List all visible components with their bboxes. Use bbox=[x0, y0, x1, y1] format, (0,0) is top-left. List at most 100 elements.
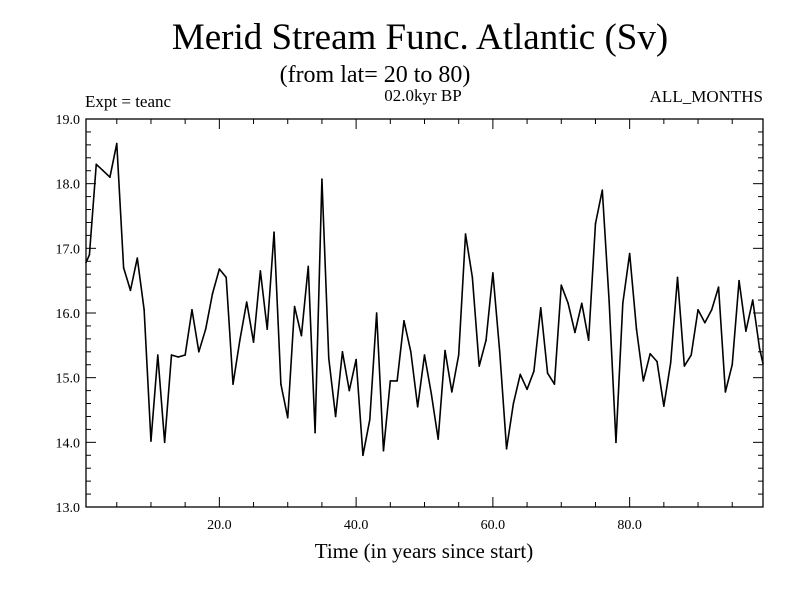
data-point bbox=[321, 178, 323, 180]
data-point bbox=[594, 222, 597, 225]
data-point bbox=[567, 302, 569, 305]
data-point bbox=[95, 163, 98, 166]
data-point bbox=[492, 272, 494, 274]
y-tick-label: 16.0 bbox=[56, 307, 81, 322]
y-tick-label: 13.0 bbox=[56, 501, 81, 516]
data-point bbox=[444, 349, 446, 352]
data-point bbox=[368, 418, 371, 421]
data-point bbox=[314, 431, 316, 434]
data-point bbox=[403, 319, 405, 322]
chart-title: Merid Stream Func. Atlantic (Sv) bbox=[172, 17, 668, 58]
series-line bbox=[85, 142, 764, 457]
data-point bbox=[102, 169, 104, 172]
data-point bbox=[498, 351, 501, 353]
data-point bbox=[129, 289, 132, 292]
data-point bbox=[656, 360, 658, 363]
data-point bbox=[136, 257, 139, 259]
data-point bbox=[232, 383, 234, 385]
data-point bbox=[259, 270, 262, 272]
data-point bbox=[334, 415, 337, 418]
x-tick-label: 80.0 bbox=[617, 518, 642, 533]
data-point bbox=[252, 341, 255, 343]
plot-frame bbox=[85, 118, 764, 508]
data-point bbox=[163, 441, 166, 444]
data-point bbox=[430, 393, 433, 395]
data-point bbox=[526, 388, 528, 391]
months-label: ALL_MONTHS bbox=[650, 87, 763, 106]
x-tick-label: 40.0 bbox=[344, 518, 369, 533]
data-point bbox=[512, 402, 515, 405]
data-point bbox=[546, 372, 549, 374]
data-point bbox=[717, 286, 720, 288]
data-point bbox=[115, 142, 118, 145]
data-point bbox=[731, 363, 734, 366]
data-point bbox=[649, 352, 651, 355]
data-point bbox=[615, 441, 617, 444]
data-point bbox=[375, 312, 378, 314]
x-tick-label: 20.0 bbox=[207, 518, 232, 533]
data-point bbox=[239, 339, 241, 341]
data-point bbox=[416, 405, 419, 408]
data-point bbox=[355, 358, 357, 361]
y-tick-label: 15.0 bbox=[56, 372, 81, 387]
data-point bbox=[170, 354, 173, 356]
axes: 13.0 14.0 15.0 16.0 17.0 18.0 19.0 20.0 40.0 60.0… bbox=[56, 113, 763, 533]
data-point bbox=[307, 265, 310, 268]
data-point bbox=[697, 308, 699, 311]
data-point bbox=[327, 357, 330, 360]
data-point bbox=[341, 351, 344, 353]
data-point bbox=[622, 302, 624, 305]
data-point bbox=[300, 334, 303, 337]
data-point bbox=[122, 266, 125, 269]
data-point bbox=[560, 284, 563, 286]
data-point bbox=[738, 279, 740, 282]
data-point bbox=[539, 307, 542, 309]
data-point bbox=[574, 331, 576, 334]
x-tick-label: 60.0 bbox=[481, 518, 506, 533]
data-point bbox=[587, 339, 590, 341]
data-point bbox=[533, 370, 535, 373]
data-point bbox=[519, 373, 522, 376]
data-point bbox=[150, 440, 152, 442]
data-point bbox=[396, 380, 398, 382]
data-point bbox=[710, 308, 713, 311]
data-point bbox=[676, 276, 679, 279]
period-label: 02.0kyr BP bbox=[384, 86, 461, 105]
x-axis-label: Time (in years since start) bbox=[315, 539, 534, 563]
data-point bbox=[266, 328, 269, 330]
data-point bbox=[204, 328, 207, 330]
data-point bbox=[669, 361, 672, 364]
data-point bbox=[690, 354, 692, 356]
y-tick-label: 18.0 bbox=[56, 178, 81, 193]
data-point bbox=[211, 292, 214, 295]
data-point bbox=[580, 302, 583, 305]
data-point bbox=[553, 383, 556, 385]
y-tick-label: 19.0 bbox=[56, 113, 81, 128]
data-point bbox=[293, 305, 296, 308]
data-point bbox=[177, 356, 180, 358]
data-point bbox=[382, 449, 385, 452]
data-point bbox=[457, 354, 460, 356]
data-point bbox=[601, 189, 604, 191]
data-point bbox=[451, 391, 453, 393]
data-point bbox=[642, 380, 645, 382]
y-tick-label: 17.0 bbox=[56, 242, 81, 257]
data-point bbox=[745, 330, 747, 332]
data-point bbox=[362, 454, 364, 457]
data-point bbox=[683, 365, 686, 367]
data-point bbox=[389, 380, 392, 382]
data-point bbox=[608, 300, 610, 303]
data-point bbox=[758, 347, 761, 350]
data-point bbox=[157, 354, 159, 356]
data-point bbox=[663, 405, 665, 407]
experiment-label: Expt = teanc bbox=[85, 92, 172, 111]
series-layer bbox=[85, 142, 764, 457]
data-point bbox=[143, 308, 145, 311]
data-point bbox=[478, 365, 481, 367]
data-point bbox=[184, 354, 186, 356]
data-point bbox=[724, 391, 727, 393]
data-point bbox=[464, 233, 467, 235]
data-point bbox=[704, 321, 706, 324]
data-point bbox=[423, 354, 426, 356]
data-point bbox=[348, 389, 351, 392]
